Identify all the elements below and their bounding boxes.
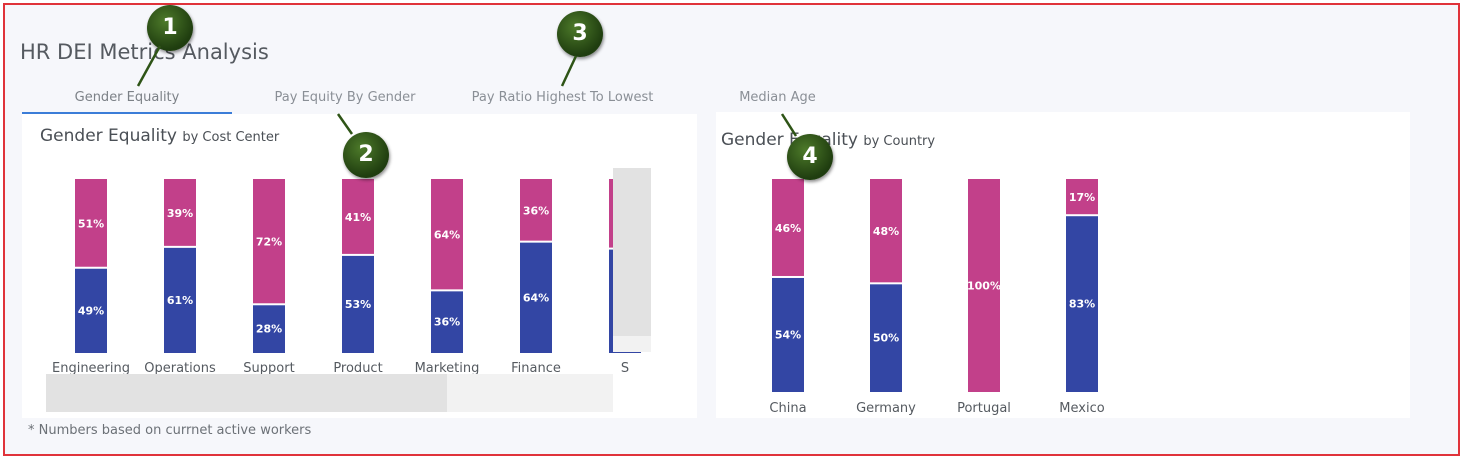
data-label-male-1: 50% <box>873 332 899 345</box>
data-label-female-3: 17% <box>1069 191 1095 204</box>
bar-female-5 <box>520 179 552 242</box>
panel-title-cost-center: Gender Equality by Cost Center <box>40 126 279 146</box>
bar-female-2 <box>968 179 1000 392</box>
bar-divider-5 <box>520 240 552 243</box>
category-label-4: Marketing <box>415 361 480 376</box>
callout-3: 3 <box>557 11 603 57</box>
bar-divider-0 <box>75 266 107 269</box>
tab-median-age[interactable]: Median Age <box>739 90 816 105</box>
category-label-2: Support <box>243 361 294 376</box>
bar-divider-4 <box>431 289 463 292</box>
bar-female-4 <box>431 179 463 291</box>
category-label-6: S <box>621 361 629 376</box>
bar-male-1 <box>164 246 196 353</box>
horizontal-scrollbar-thumb[interactable] <box>46 374 447 412</box>
horizontal-scrollbar-track[interactable] <box>447 374 613 412</box>
bar-female-3 <box>342 179 374 255</box>
callout-1: 1 <box>147 5 193 51</box>
panel-title-sub: by Country <box>863 134 936 149</box>
data-label-male-0: 54% <box>775 328 801 341</box>
bar-male-0 <box>772 276 804 392</box>
bar-female-1 <box>164 179 196 247</box>
category-label-1: Operations <box>144 361 216 376</box>
bar-divider-1 <box>164 245 196 248</box>
tab-pay-ratio-highest-to-lowest[interactable]: Pay Ratio Highest To Lowest <box>471 90 654 105</box>
bar-divider-3 <box>1066 214 1098 217</box>
bar-male-1 <box>870 283 902 392</box>
category-label-3: Mexico <box>1059 401 1104 416</box>
data-label-female-2: 72% <box>256 236 282 249</box>
dashboard-title: HR DEI Metrics Analysis <box>20 40 269 64</box>
bar-female-2 <box>253 179 285 305</box>
data-label-female-0: 46% <box>775 222 801 235</box>
bar-female-1 <box>870 179 902 284</box>
data-label-female-0: 51% <box>78 217 104 230</box>
category-label-1: Germany <box>856 401 916 416</box>
category-label-5: Finance <box>511 361 561 376</box>
panel-title-sub: by Cost Center <box>182 130 280 145</box>
data-label-male-4: 36% <box>434 316 460 329</box>
category-label-0: China <box>769 401 806 416</box>
bar-male-4 <box>431 290 463 353</box>
callout-2: 2 <box>343 132 389 178</box>
panel-title-main: Gender Equality <box>40 126 177 146</box>
vertical-scrollbar-track[interactable] <box>613 336 651 352</box>
bar-female-3 <box>1066 179 1098 216</box>
data-label-female-1: 48% <box>873 225 899 238</box>
tab-pay-equity-by-gender[interactable]: Pay Equity By Gender <box>274 90 416 105</box>
data-label-male-1: 61% <box>167 294 193 307</box>
bar-female-0 <box>75 179 107 268</box>
footnote: * Numbers based on currnet active worker… <box>28 423 312 438</box>
vertical-scrollbar-thumb[interactable] <box>613 168 651 336</box>
bar-male-3 <box>1066 215 1098 392</box>
data-label-female-5: 36% <box>523 204 549 217</box>
bar-male-5 <box>520 241 552 353</box>
bar-male-2 <box>253 304 285 353</box>
tab-gender-equality[interactable]: Gender Equality <box>22 88 232 115</box>
category-label-0: Engineering <box>52 361 130 376</box>
data-label-male-2: 28% <box>256 323 282 336</box>
data-label-male-3: 53% <box>345 298 371 311</box>
data-label-male-3: 83% <box>1069 298 1095 311</box>
bar-divider-3 <box>342 253 374 256</box>
data-label-male-5: 64% <box>523 291 549 304</box>
chart-country: 46% 54% China 48% 50% Germany 100% Portugal 17% 8… <box>769 179 1105 416</box>
data-label-female-1: 39% <box>167 207 193 220</box>
data-label-female-3: 41% <box>345 211 371 224</box>
data-label-male-0: 49% <box>78 304 104 317</box>
bar-divider-2 <box>253 303 285 306</box>
bar-divider-1 <box>870 282 902 285</box>
category-label-3: Product <box>333 361 382 376</box>
bar-female-0 <box>772 179 804 277</box>
bar-male-3 <box>342 254 374 353</box>
data-label-female-2: 100% <box>967 280 1001 293</box>
bar-male-0 <box>75 267 107 353</box>
bar-divider-0 <box>772 275 804 278</box>
category-label-2: Portugal <box>957 401 1011 416</box>
callout-4: 4 <box>787 134 833 180</box>
data-label-female-4: 64% <box>434 229 460 242</box>
